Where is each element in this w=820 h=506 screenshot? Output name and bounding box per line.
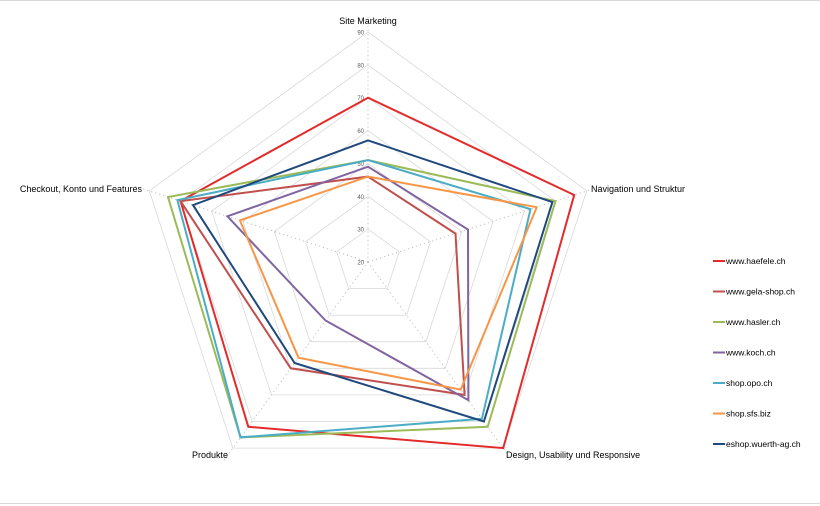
radial-tick-label: 50 [357,162,364,168]
series-line [238,175,539,391]
axis-label: Navigation und Struktur [591,184,685,194]
axis-labels: Site Marketing Navigation und Struktur Des… [20,16,685,460]
grid-ring [305,195,431,316]
radial-tick-label: 30 [357,228,364,234]
axis-label: Produkte [192,450,228,460]
radial-tick-label: 70 [357,96,364,102]
series-line [179,96,576,450]
bottom-rule [0,503,820,504]
grid-ring [148,31,588,449]
radar-grid [133,15,603,462]
grid-ring [336,228,400,290]
grid-ring [211,97,525,396]
axis-label: Checkout, Konto und Features [20,184,143,194]
radial-tick-label: 80 [357,63,364,69]
legend-label: shop.opo.ch [726,378,773,388]
grid-ring [273,162,463,343]
axis-label: Design, Usability und Responsive [506,450,640,460]
grid-ring [180,64,556,422]
radial-tick-label: 60 [357,129,364,135]
radial-tick-label: 20 [357,261,364,267]
series-lines [166,96,576,450]
grid-ring [242,130,494,369]
radial-tick-label: 40 [357,195,364,201]
top-rule [0,0,820,1]
legend-label: www.koch.ch [725,348,776,358]
radial-tick-labels: 20 30 40 50 60 70 80 90 [357,31,364,267]
legend-label: www.gela-shop.ch [725,287,795,297]
series-line [191,139,554,423]
legend-label: www.haefele.ch [725,256,786,266]
legend: www.haefele.ch www.gela-shop.ch www.hasler… [713,256,801,449]
legend-label: www.hasler.ch [725,317,781,327]
series-line [225,165,470,402]
axis-label: Site Marketing [339,16,397,26]
series-line [166,159,557,439]
series-line [178,175,466,397]
legend-label: eshop.wuerth-ag.ch [726,439,801,449]
series-line [176,159,532,439]
radial-tick-label: 90 [357,31,364,37]
legend-label: shop.sfs.biz [726,409,771,419]
